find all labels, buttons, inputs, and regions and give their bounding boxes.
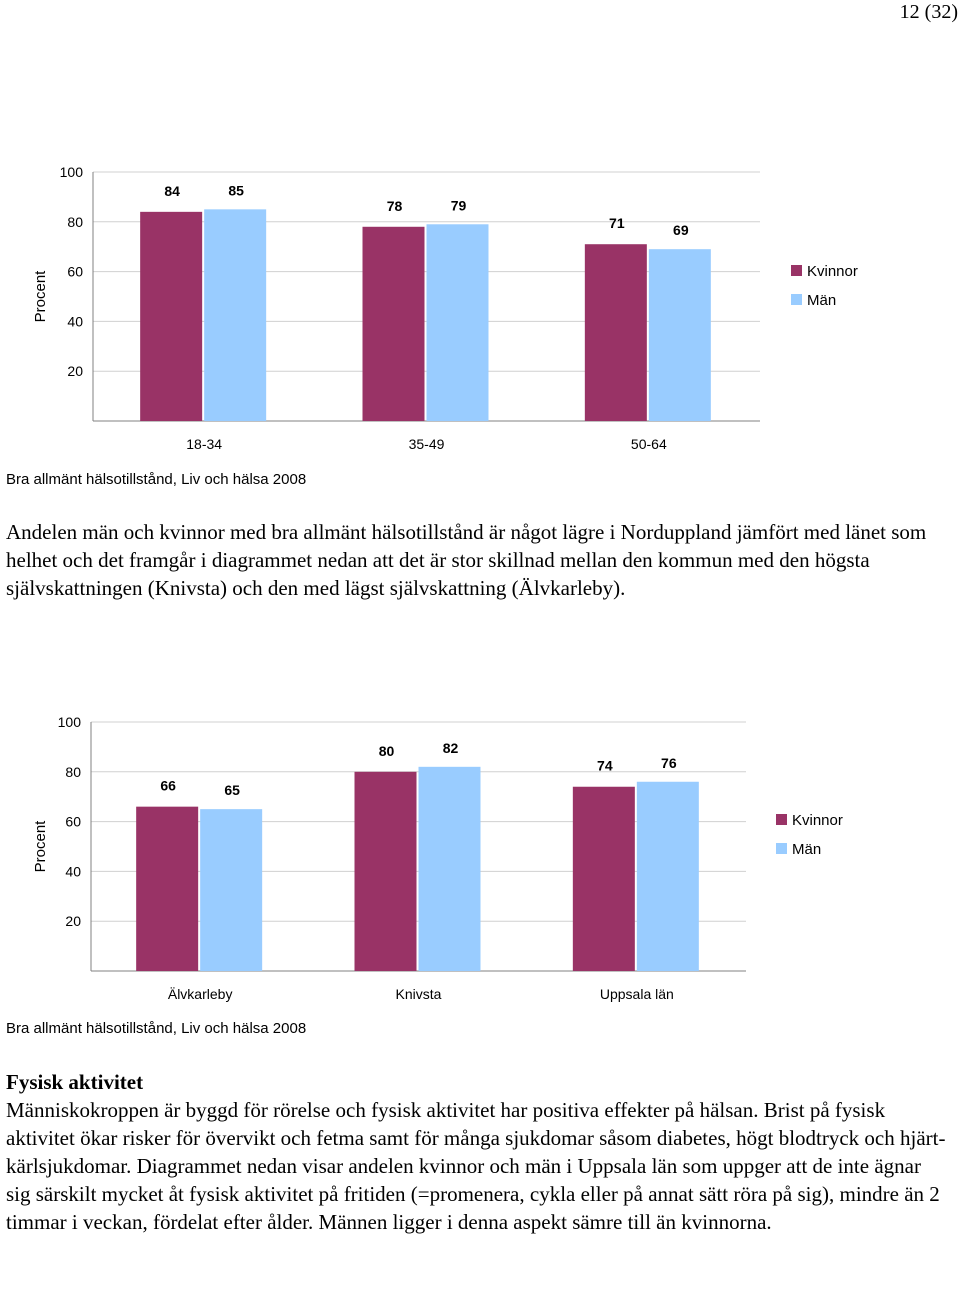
section-heading: Fysisk aktivitet <box>6 1070 144 1094</box>
intro-paragraph: Andelen män och kvinnor med bra allmänt … <box>6 520 927 600</box>
legend-label: Kvinnor <box>807 263 858 280</box>
chart-2: 20 40 60 80 100 Procent 66 65 Älvkarleby 80 82 Kniv… <box>32 714 843 1002</box>
bar-man <box>648 249 711 421</box>
y-tick-label: 100 <box>58 714 82 730</box>
bar-man <box>204 209 267 421</box>
data-label: 76 <box>661 755 677 771</box>
legend-swatch <box>791 294 802 305</box>
legend-label: Kvinnor <box>792 812 843 829</box>
bar-kvinnor <box>584 244 647 421</box>
legend-swatch <box>776 843 787 854</box>
x-category-label: Uppsala län <box>600 986 674 1002</box>
chart-1-caption: Bra allmänt hälsotillstånd, Liv och häls… <box>6 471 307 488</box>
y-tick-label: 40 <box>67 313 83 329</box>
y-tick-label: 80 <box>67 214 83 230</box>
data-label: 82 <box>443 740 459 756</box>
x-category-label: 35-49 <box>409 436 445 452</box>
data-label: 74 <box>597 758 613 774</box>
bar-kvinnor <box>572 786 635 971</box>
bar-man <box>418 766 481 971</box>
y-tick-label: 20 <box>65 913 81 929</box>
x-category-label: Älvkarleby <box>168 986 233 1002</box>
data-label: 80 <box>379 743 395 759</box>
section-paragraph: Människokroppen är byggd för rörelse och… <box>6 1098 946 1234</box>
data-label: 65 <box>224 782 240 798</box>
bar-kvinnor <box>136 806 199 971</box>
y-tick-label: 60 <box>67 264 83 280</box>
chart-1: 20 40 60 80 100 Procent 84 85 18-34 78 79 35-49 71 69… <box>32 164 858 452</box>
data-label: 78 <box>387 198 403 214</box>
legend-swatch <box>776 814 787 825</box>
data-label: 69 <box>673 222 689 238</box>
data-label: 66 <box>160 778 176 794</box>
y-tick-label: 100 <box>60 164 84 180</box>
legend-swatch <box>791 265 802 276</box>
y-tick-label: 20 <box>67 363 83 379</box>
legend-label: Män <box>807 292 836 309</box>
data-label: 71 <box>609 215 625 231</box>
x-category-label: 18-34 <box>186 436 222 452</box>
legend-label: Män <box>792 841 821 858</box>
bar-man <box>200 809 263 971</box>
chart-2-caption: Bra allmänt hälsotillstånd, Liv och häls… <box>6 1020 307 1037</box>
y-axis-title: Procent <box>32 270 49 323</box>
data-label: 79 <box>451 197 467 213</box>
bar-kvinnor <box>140 211 203 421</box>
bar-man <box>426 224 489 421</box>
y-tick-label: 80 <box>65 764 81 780</box>
page-number: 12 (32) <box>899 1 958 23</box>
bar-man <box>636 781 699 971</box>
x-category-label: 50-64 <box>631 436 667 452</box>
x-category-label: Knivsta <box>396 986 442 1002</box>
y-tick-label: 60 <box>65 814 81 830</box>
bar-kvinnor <box>362 226 425 421</box>
data-label: 85 <box>228 182 244 198</box>
bar-kvinnor <box>354 771 417 971</box>
y-axis-title: Procent <box>32 820 49 873</box>
data-label: 84 <box>164 183 180 199</box>
y-tick-label: 40 <box>65 863 81 879</box>
